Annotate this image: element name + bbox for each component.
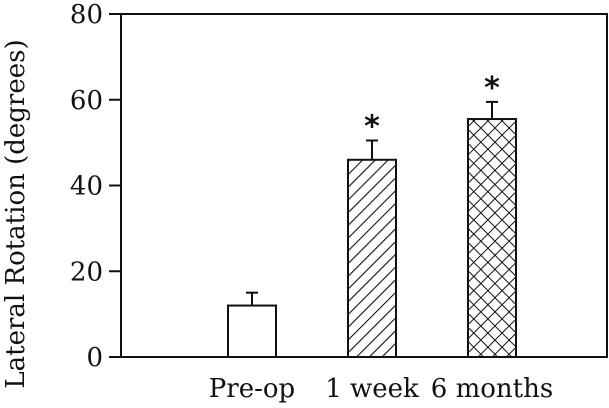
y-tick-label: 40: [70, 172, 103, 202]
x-category-label: 1 week: [325, 374, 419, 404]
x-category-label: 6 months: [431, 374, 553, 404]
y-axis-ticks: 0 20 40 60 80: [70, 0, 121, 373]
x-axis-labels: Pre-op 1 week 6 months: [209, 374, 553, 404]
y-tick-label: 60: [70, 86, 103, 116]
y-tick-label: 20: [70, 257, 103, 287]
significance-marker: *: [364, 109, 380, 144]
significance-marker: *: [484, 71, 500, 106]
bar-1-week: [347, 158, 397, 358]
bar-pre-op: [227, 304, 277, 358]
bar-6-months: [467, 118, 517, 358]
y-tick-label: 0: [86, 343, 103, 373]
x-category-label: Pre-op: [209, 374, 295, 404]
y-tick-label: 80: [70, 0, 103, 30]
bars-group: **: [227, 71, 517, 358]
y-axis-label: Lateral Rotation (degrees): [1, 39, 31, 388]
